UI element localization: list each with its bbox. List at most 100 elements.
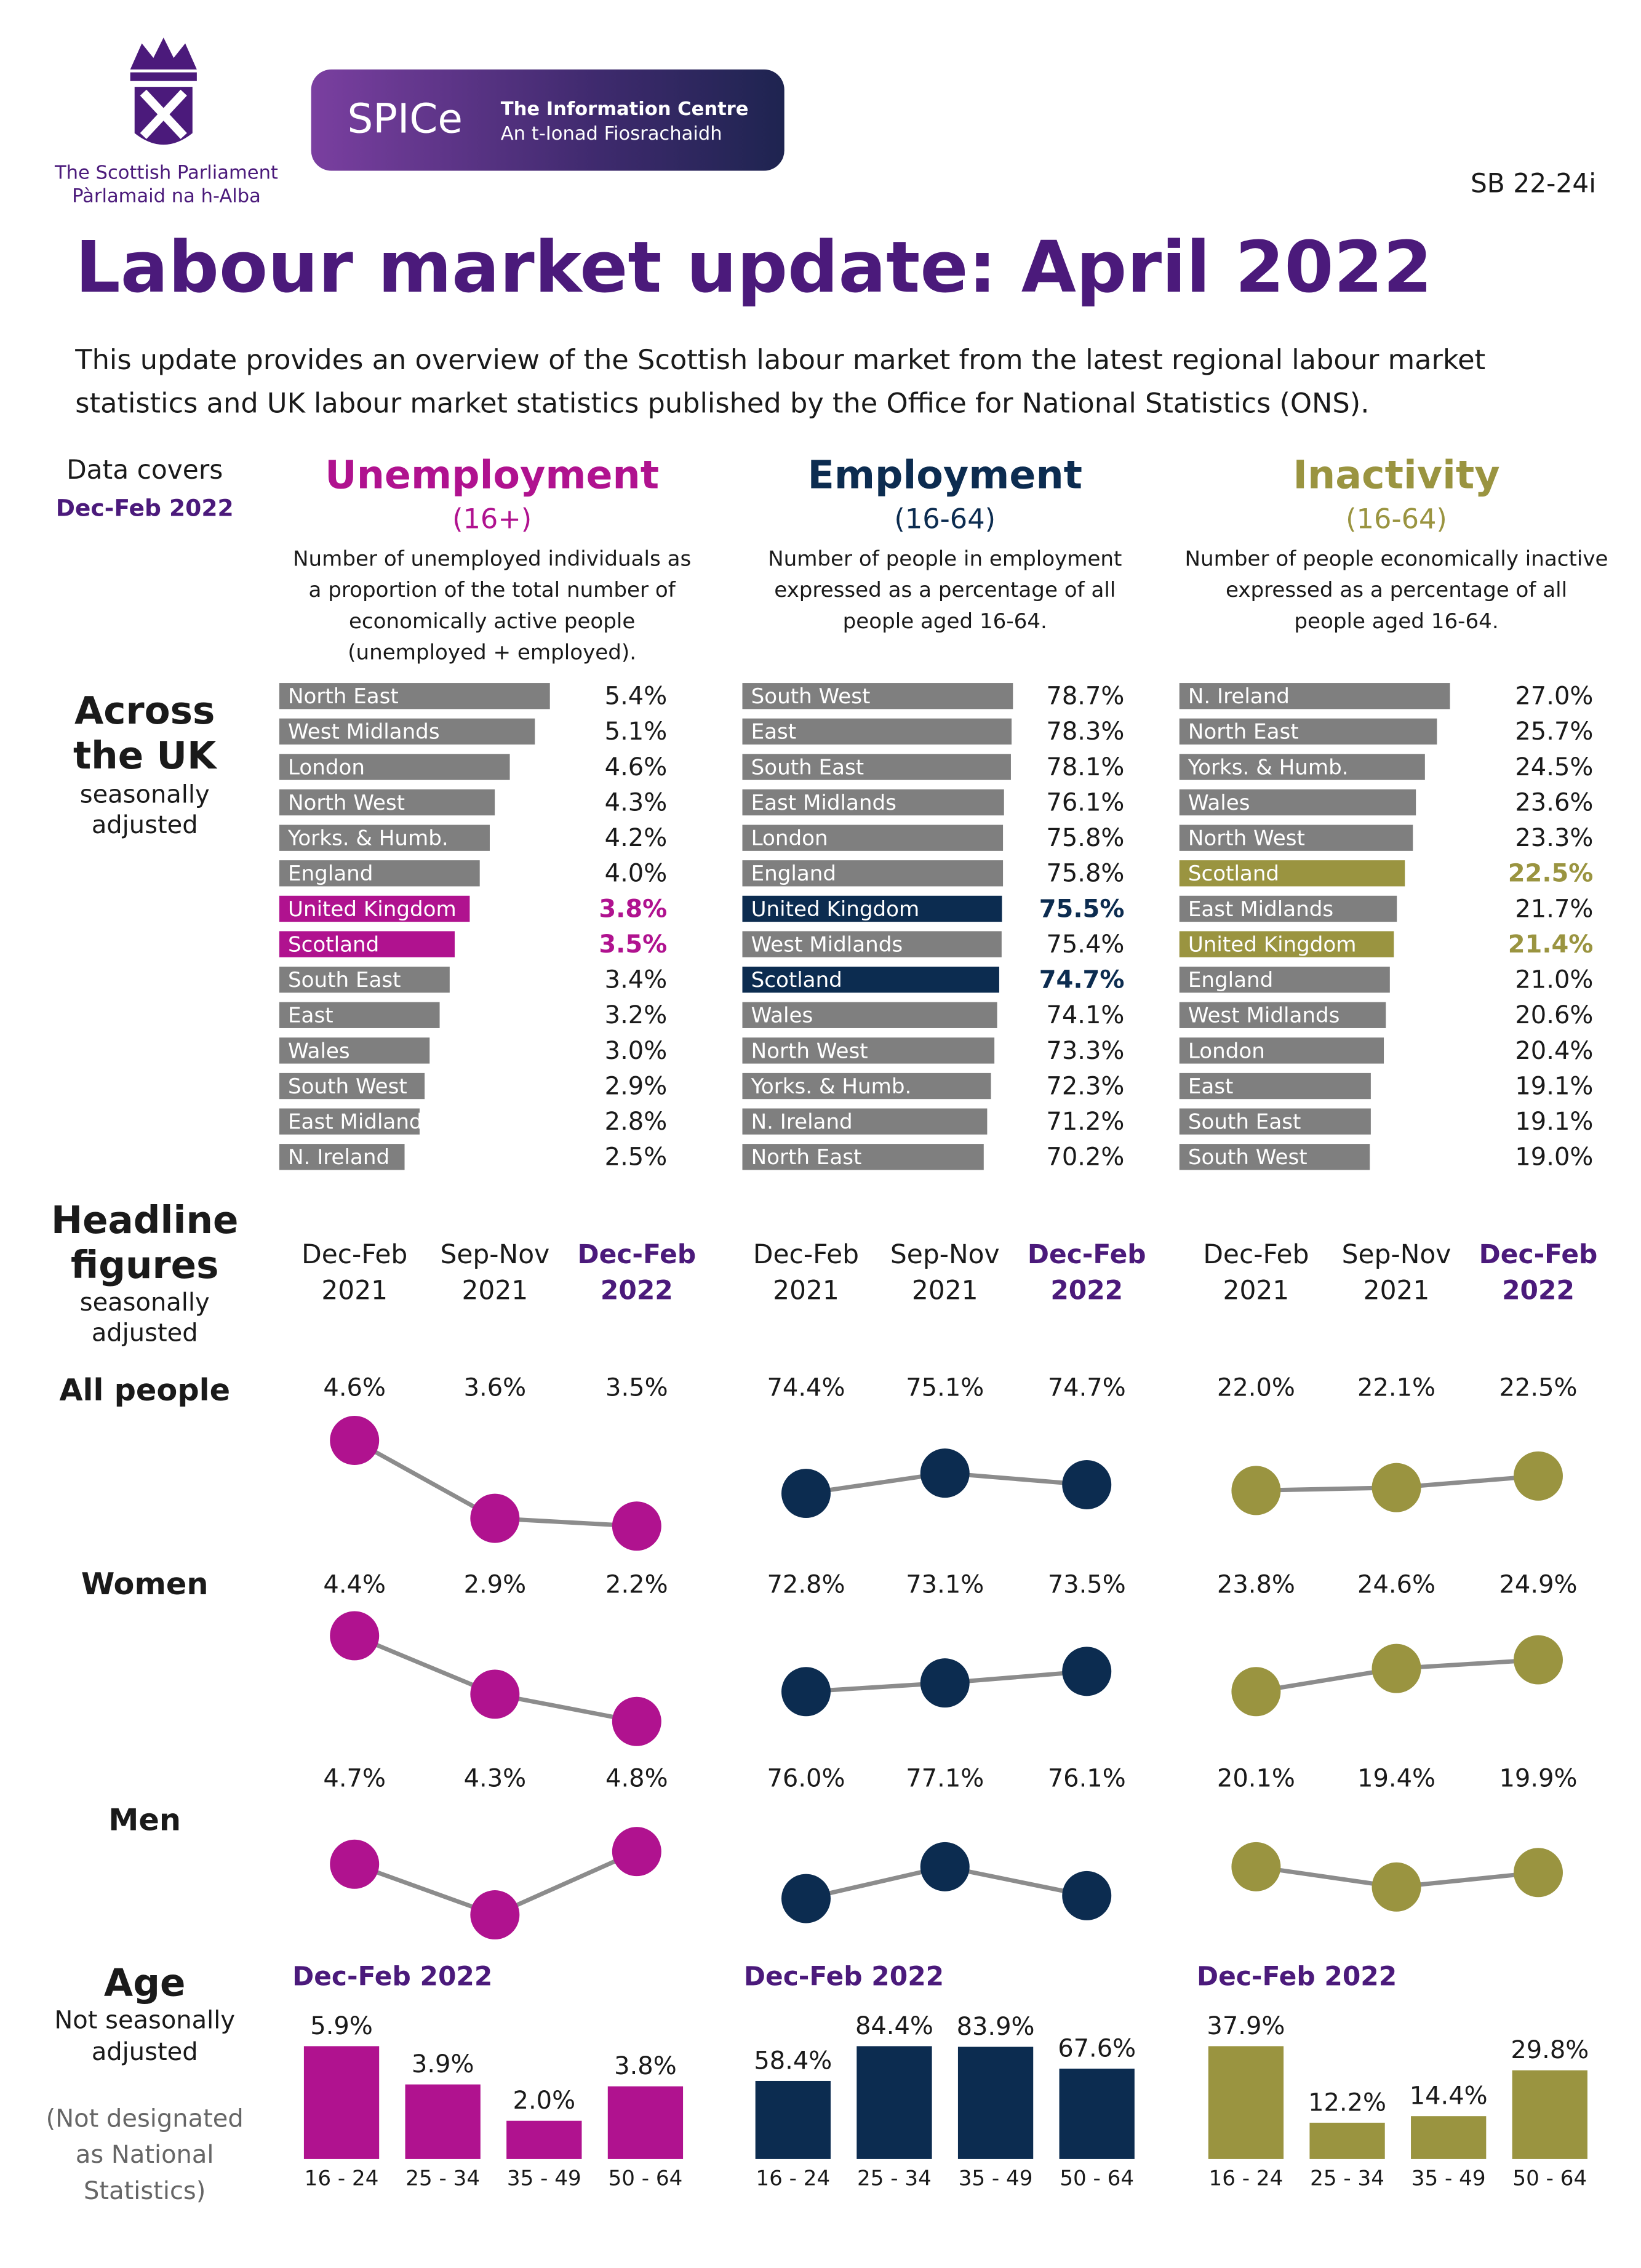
- value-label: 3.2%: [605, 1001, 668, 1029]
- bar-label: East Midlands: [751, 791, 896, 815]
- dot: [470, 1493, 520, 1543]
- org-name: Pàrlamaid na h-Alba: [72, 185, 261, 207]
- bar: [957, 2046, 1034, 2159]
- bar-label: Wales: [751, 1004, 813, 1028]
- bar: [742, 1072, 991, 1100]
- group-label: Women: [81, 1566, 209, 1602]
- x-tick-label: Dec-Feb: [577, 1239, 696, 1269]
- bar-label: N. Ireland: [1188, 684, 1290, 709]
- value-label: 74.4%: [767, 1374, 845, 1402]
- bar-label: London: [751, 826, 828, 851]
- bar-label: Yorks. & Humb.: [751, 1074, 912, 1099]
- bar-label: London: [288, 755, 365, 780]
- section-title: Employment: [808, 452, 1082, 498]
- value-label: 21.0%: [1515, 966, 1593, 994]
- value-label: 29.8%: [1511, 2036, 1589, 2064]
- bar-label: N. Ireland: [288, 1145, 389, 1170]
- title: Labour market update: April 2022: [75, 226, 1432, 309]
- value-label: 19.0%: [1515, 1143, 1593, 1172]
- x-tick-label: 35 - 49: [959, 2166, 1033, 2190]
- value-label: 25.7%: [1515, 717, 1593, 746]
- chart-title: Dec-Feb 2022: [292, 1961, 492, 1991]
- bar: [742, 895, 1002, 922]
- bar-label: England: [1188, 968, 1273, 992]
- dot: [1514, 1848, 1563, 1898]
- bar: [1179, 1072, 1371, 1100]
- value-label: 77.1%: [906, 1765, 984, 1793]
- value-label: 78.3%: [1046, 717, 1124, 746]
- bar: [279, 1108, 420, 1135]
- bar-label: United Kingdom: [751, 897, 920, 922]
- dot: [612, 1501, 661, 1551]
- bar: [742, 754, 1011, 780]
- bar: [279, 789, 495, 816]
- bar-label: East: [751, 720, 797, 745]
- bar: [279, 931, 455, 957]
- bar: [279, 860, 480, 887]
- bar: [279, 754, 510, 780]
- bar-label: East Midland: [288, 1110, 423, 1135]
- row-title: Age: [104, 1961, 186, 2005]
- bar-label: London: [1188, 1039, 1265, 1063]
- x-tick-label: 2021: [1223, 1276, 1290, 1306]
- bar: [1059, 2068, 1135, 2159]
- bar: [1179, 860, 1405, 887]
- bar: [1208, 2046, 1284, 2159]
- bar-label: East Midlands: [1188, 897, 1333, 922]
- dot: [612, 1827, 661, 1877]
- x-tick-label: 2022: [1050, 1276, 1123, 1306]
- dot: [920, 1842, 970, 1891]
- x-tick-label: Dec-Feb: [1203, 1239, 1309, 1269]
- x-tick-label: 25 - 34: [1310, 2166, 1384, 2190]
- bar: [279, 967, 450, 993]
- dot: [1231, 1667, 1281, 1717]
- value-label: 4.0%: [605, 860, 668, 888]
- dot: [1371, 1862, 1421, 1912]
- bar-label: North West: [1188, 826, 1305, 851]
- bar-label: South West: [288, 1074, 407, 1099]
- value-label: 3.8%: [599, 895, 667, 923]
- dot: [920, 1448, 970, 1498]
- bar-label: Wales: [1188, 791, 1250, 815]
- bar: [1179, 789, 1416, 816]
- bar-label: United Kingdom: [1188, 932, 1357, 957]
- value-label: 2.9%: [464, 1571, 527, 1599]
- bar: [1179, 931, 1394, 957]
- bar-label: N. Ireland: [751, 1110, 853, 1135]
- value-label: 21.7%: [1515, 895, 1593, 923]
- value-label: 22.0%: [1217, 1374, 1295, 1402]
- value-label: 3.0%: [605, 1037, 668, 1065]
- bar: [742, 967, 999, 993]
- x-tick-label: Dec-Feb: [301, 1239, 407, 1269]
- bar-label: South East: [1188, 1110, 1301, 1135]
- x-tick-label: Dec-Feb: [1028, 1239, 1146, 1269]
- section-range: (16+): [452, 503, 532, 535]
- value-label: 75.1%: [906, 1374, 984, 1402]
- value-label: 75.8%: [1046, 860, 1124, 888]
- bar: [506, 2120, 582, 2159]
- row-note: Not seasonally: [54, 2006, 235, 2034]
- row-note: adjusted: [92, 811, 198, 839]
- bar-label: East: [288, 1004, 333, 1028]
- value-label: 23.3%: [1515, 824, 1593, 852]
- bar: [303, 2046, 380, 2159]
- value-label: 74.7%: [1048, 1374, 1126, 1402]
- value-label: 71.2%: [1046, 1108, 1124, 1136]
- x-tick-label: 2021: [461, 1276, 528, 1306]
- x-tick-label: 25 - 34: [857, 2166, 932, 2190]
- bar-label: England: [751, 861, 836, 886]
- reference: SB 22-24i: [1471, 169, 1596, 199]
- spice-logo: SPICe: [347, 95, 462, 143]
- bar-label: West Midlands: [288, 720, 440, 745]
- value-label: 19.1%: [1515, 1108, 1593, 1136]
- chart-title: Dec-Feb 2022: [744, 1961, 944, 1991]
- bar-label: Scotland: [751, 968, 842, 992]
- value-label: 3.5%: [599, 930, 667, 959]
- bar-label: West Midlands: [751, 932, 903, 957]
- value-label: 58.4%: [754, 2046, 832, 2075]
- x-tick-label: Sep-Nov: [1342, 1239, 1451, 1269]
- dot: [781, 1469, 831, 1519]
- dot: [330, 1839, 380, 1889]
- group-label: Men: [108, 1802, 181, 1837]
